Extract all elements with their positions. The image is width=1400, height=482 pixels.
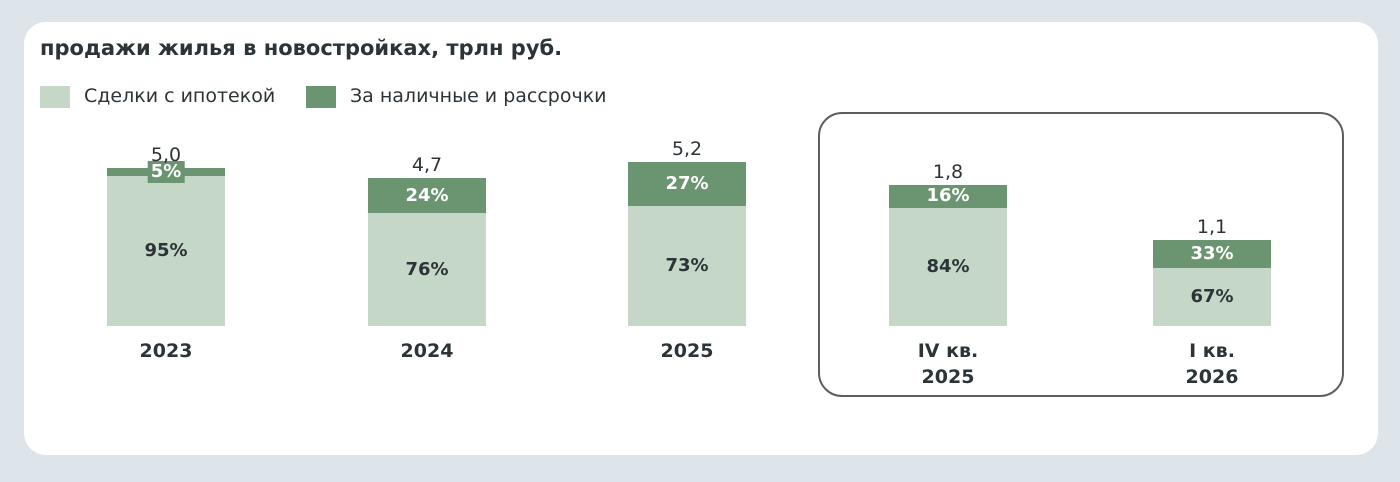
segment-label: 95% bbox=[141, 240, 191, 263]
segment-label: 27% bbox=[662, 173, 712, 196]
segment-label: 5% bbox=[147, 161, 185, 184]
total-label: 5,0 bbox=[150, 144, 182, 167]
x-tick-label: IV кв. 2025 bbox=[917, 340, 979, 388]
x-tick-label: 2024 bbox=[400, 340, 454, 362]
x-tick-label: I кв. 2026 bbox=[1185, 340, 1239, 388]
segment-label: 76% bbox=[402, 258, 452, 281]
highlight-frame bbox=[818, 112, 1344, 397]
x-tick-label: 2025 bbox=[660, 340, 714, 362]
segment-label: 73% bbox=[662, 255, 712, 278]
total-label: 1,8 bbox=[932, 161, 964, 183]
chart-title: продажи жилья в новостройках, трлн руб. bbox=[40, 36, 563, 60]
segment-label: 33% bbox=[1187, 243, 1237, 266]
segment-label: 84% bbox=[923, 255, 973, 278]
legend-label: За наличные и рассрочки bbox=[350, 85, 607, 107]
segment-label: 24% bbox=[402, 184, 452, 207]
total-label: 5,2 bbox=[671, 138, 703, 160]
total-label: 1,1 bbox=[1196, 215, 1228, 238]
legend-swatch bbox=[306, 86, 336, 108]
x-tick-label: 2023 bbox=[139, 340, 193, 362]
segment-label: 16% bbox=[923, 185, 973, 208]
legend-label: Сделки с ипотекой bbox=[84, 85, 276, 107]
total-label: 4,7 bbox=[411, 153, 443, 176]
segment-label: 67% bbox=[1187, 286, 1237, 309]
legend-swatch bbox=[40, 86, 70, 108]
